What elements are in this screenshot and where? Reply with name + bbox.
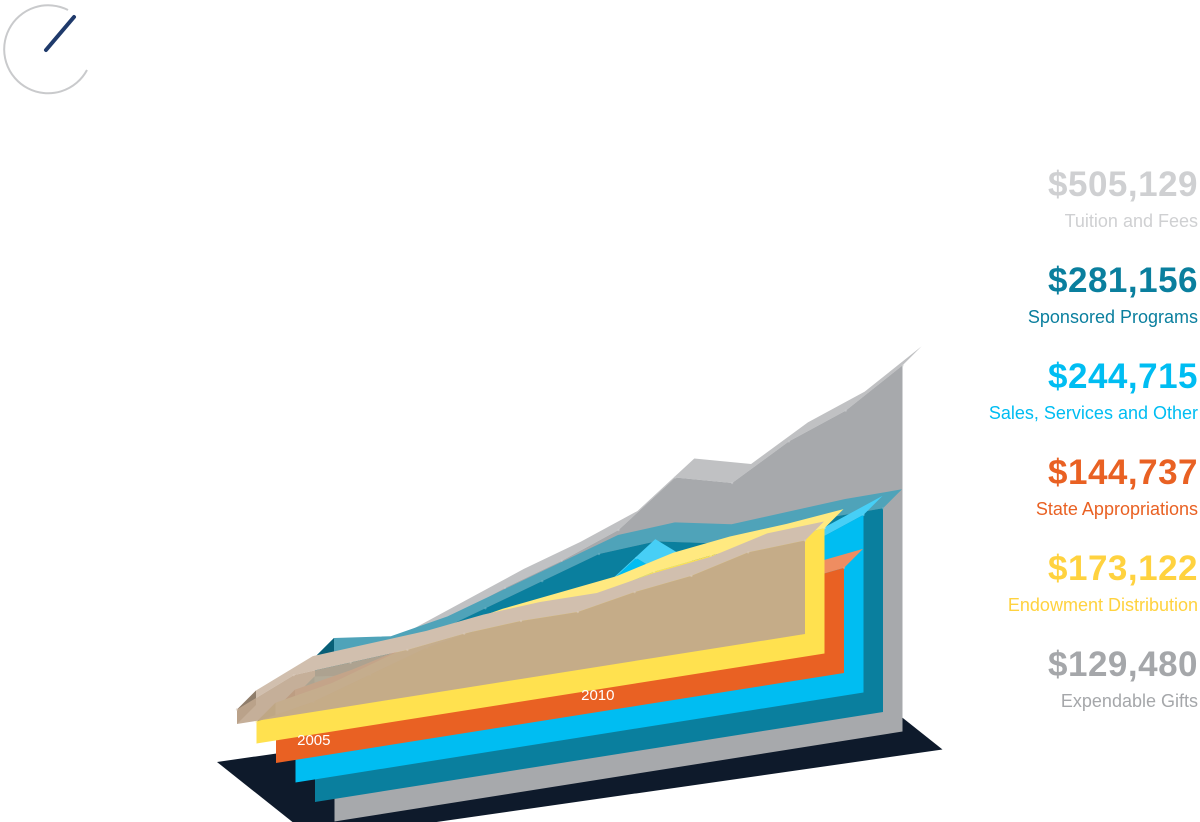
legend-value-gifts: $129,480: [1048, 645, 1198, 684]
data-point-gifts-2004: [235, 708, 239, 711]
data-point-gifts-2011: [633, 590, 636, 594]
data-point-endowment-2011: [652, 570, 656, 573]
data-point-tuition-2012: [787, 440, 791, 443]
data-point-tuition-2014: [901, 364, 904, 367]
data-point-sponsored-2007: [484, 607, 487, 610]
chart-series-group: [235, 346, 922, 822]
x-axis: 2005 2010: [297, 687, 614, 749]
legend-item-tuition: $505,129 Tuition and Fees: [868, 162, 1198, 258]
x-tick-label-2010: 2010: [581, 687, 614, 704]
legend-value-sales: $244,715: [1048, 357, 1198, 396]
series-gifts: [235, 521, 824, 724]
data-point-gifts-2006: [349, 661, 352, 664]
legend-label-sales: Sales, Services and Other: [988, 403, 1198, 423]
legend-value-endowment: $173,122: [1048, 549, 1198, 588]
data-point-gifts-2007: [406, 648, 409, 652]
legend-label-state: State Appropriations: [1035, 499, 1198, 519]
data-point-sponsored-2009: [597, 552, 601, 556]
data-point-gifts-2009: [519, 619, 523, 623]
data-point-gifts-2005: [292, 673, 295, 677]
series-gifts-top: [237, 521, 824, 710]
legend-label-endowment: Endowment Distribution: [1007, 595, 1198, 615]
data-point-gifts-2013: [747, 551, 750, 554]
data-point-endowment-2014: [823, 526, 826, 530]
data-point-tuition-2009: [617, 528, 620, 532]
legend-value-sponsored: $281,156: [1048, 261, 1198, 300]
legend-label-gifts: Expendable Gifts: [1060, 691, 1198, 711]
gauge-arc: [3, 4, 88, 95]
legend-item-state: $144,737 State Appropriations: [868, 450, 1198, 546]
legend-value-tuition: $505,129: [1048, 165, 1198, 204]
data-point-tuition-2007: [503, 586, 507, 590]
data-point-gifts-2008: [463, 632, 466, 635]
chart-legend: $505,129 Tuition and Fees $281,156 Sponsore…: [868, 162, 1198, 738]
x-tick-label-2005: 2005: [297, 732, 330, 749]
data-point-tuition-2011: [730, 481, 734, 485]
data-point-tuition-2013: [844, 409, 847, 412]
data-point-sponsored-2008: [541, 579, 544, 583]
legend-item-endowment: $173,122 Endowment Distribution: [868, 546, 1198, 642]
data-point-sales-2010: [635, 556, 638, 560]
data-point-sales-2014: [862, 513, 865, 517]
data-point-gifts-2012: [690, 574, 693, 578]
data-point-tuition-2010: [674, 476, 677, 479]
series-tuition-top: [334, 346, 922, 677]
data-point-endowment-2012: [709, 554, 713, 557]
data-point-state-2014: [842, 566, 846, 570]
series-gifts-face: [237, 540, 805, 724]
legend-label-tuition: Tuition and Fees: [1064, 211, 1198, 231]
legend-item-sales: $244,715 Sales, Services and Other: [868, 354, 1198, 450]
legend-label-sponsored: Sponsored Programs: [1027, 307, 1198, 327]
legend-value-state: $144,737: [1048, 453, 1198, 492]
data-point-sponsored-2014: [881, 507, 885, 510]
legend-item-sponsored: $281,156 Sponsored Programs: [868, 258, 1198, 354]
legend-item-gifts: $129,480 Expendable Gifts: [868, 642, 1198, 738]
data-point-tuition-2008: [560, 559, 563, 562]
data-point-gifts-2010: [576, 610, 579, 614]
gauge-needle: [44, 15, 76, 52]
data-point-endowment-2004: [255, 720, 258, 723]
data-point-gifts-2014: [803, 539, 807, 542]
gauge-icon: [3, 4, 88, 95]
